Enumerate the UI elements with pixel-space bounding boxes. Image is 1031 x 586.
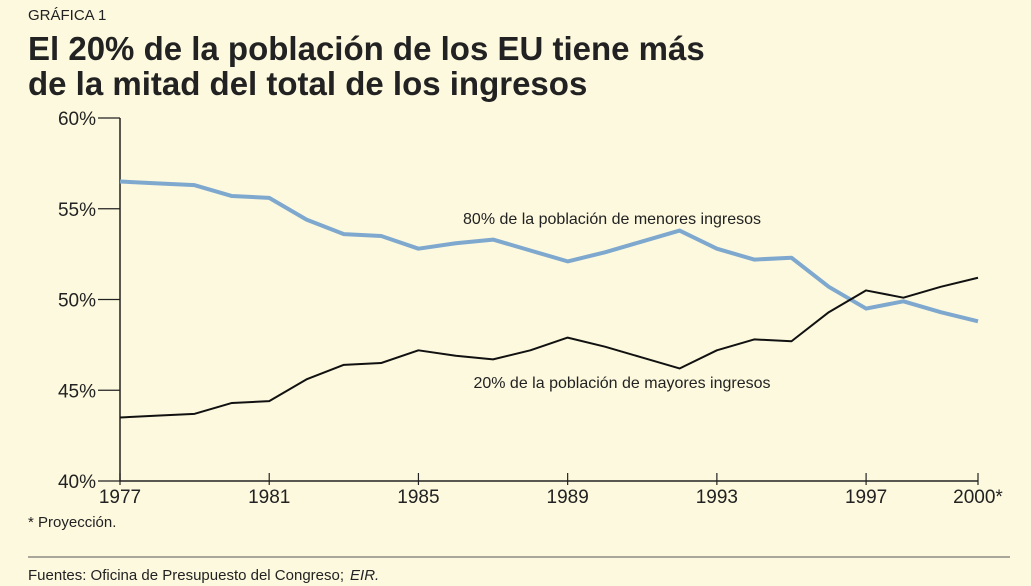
series-line: [119, 276, 979, 419]
chart-title: de la mitad del total de los ingresos: [28, 65, 587, 102]
x-tick-label: 1985: [397, 487, 439, 508]
y-tick-label: 50%: [58, 291, 96, 312]
footnote: * Proyección.: [28, 514, 116, 531]
y-tick-label: 55%: [58, 200, 96, 221]
source: Fuentes: Oficina de Presupuesto del Cong…: [28, 567, 379, 584]
y-tick-label: 60%: [58, 109, 96, 130]
series-label: 80% de la población de menores ingresos: [463, 211, 761, 228]
y-tick-label: 45%: [58, 381, 96, 402]
chart-title: El 20% de la población de los EU tiene m…: [28, 30, 705, 67]
x-tick-label: 1993: [696, 487, 738, 508]
x-tick-label: 1989: [547, 487, 589, 508]
y-tick-label: 40%: [58, 472, 96, 493]
x-tick-label: 1977: [99, 487, 141, 508]
series-line: [119, 179, 979, 324]
x-tick-label: 1981: [248, 487, 290, 508]
x-tick-label: 2000*: [953, 487, 1003, 508]
series-label: 20% de la población de mayores ingresos: [473, 375, 770, 392]
source-em: EIR.: [350, 567, 379, 584]
source-text: Fuentes: Oficina de Presupuesto del Cong…: [28, 567, 344, 584]
x-tick-label: 1997: [845, 487, 887, 508]
kicker: GRÁFICA 1: [28, 7, 106, 24]
